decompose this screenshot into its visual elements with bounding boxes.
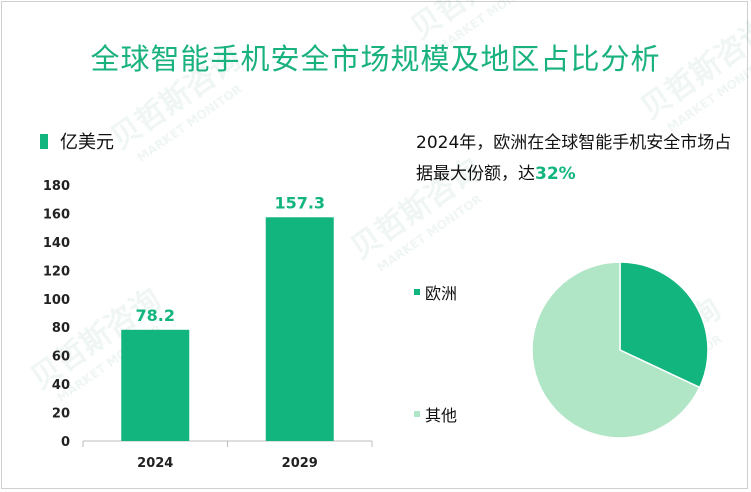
y-tick-label: 180	[43, 179, 70, 194]
x-tick-label-2029: 2029	[282, 456, 318, 471]
legend-item-other: 其他	[414, 402, 457, 426]
y-tick-label: 100	[43, 293, 70, 308]
y-tick-label: 0	[61, 435, 70, 450]
y-tick-label: 160	[43, 207, 70, 222]
y-tick-label: 20	[52, 407, 70, 422]
legend-label-europe: 欧洲	[425, 284, 458, 303]
pie-annotation: 2024年，欧洲在全球智能手机安全市场占据最大份额，达32%	[416, 128, 734, 190]
bar-2024	[121, 329, 190, 441]
unit-legend-swatch	[40, 133, 48, 149]
pie-slice-europe	[619, 261, 709, 389]
y-tick-label: 120	[43, 264, 70, 279]
pie-annotation-highlight: 32%	[535, 164, 576, 184]
y-tick-label: 40	[52, 378, 70, 393]
legend-label-other: 其他	[425, 406, 458, 425]
chart-title: 全球智能手机安全市场规模及地区占比分析	[90, 42, 661, 76]
x-tick-label-2024: 2024	[137, 456, 173, 471]
legend-item-europe: 欧洲	[414, 280, 457, 304]
y-tick-label: 60	[52, 350, 70, 365]
legend-swatch-other	[414, 411, 420, 417]
y-tick-label: 140	[43, 236, 70, 251]
unit-legend: 亿美元	[40, 128, 114, 154]
y-tick-label: 80	[52, 321, 70, 336]
bar-value-label-2029: 157.3	[274, 193, 325, 212]
bar-value-label-2024: 78.2	[136, 306, 175, 325]
legend-swatch-europe	[414, 289, 420, 295]
pie-annotation-text: 2024年，欧洲在全球智能手机安全市场占据最大份额，达	[416, 133, 732, 184]
bar-2029	[265, 217, 334, 441]
unit-label: 亿美元	[60, 132, 114, 153]
pie-slice-other	[531, 261, 701, 439]
